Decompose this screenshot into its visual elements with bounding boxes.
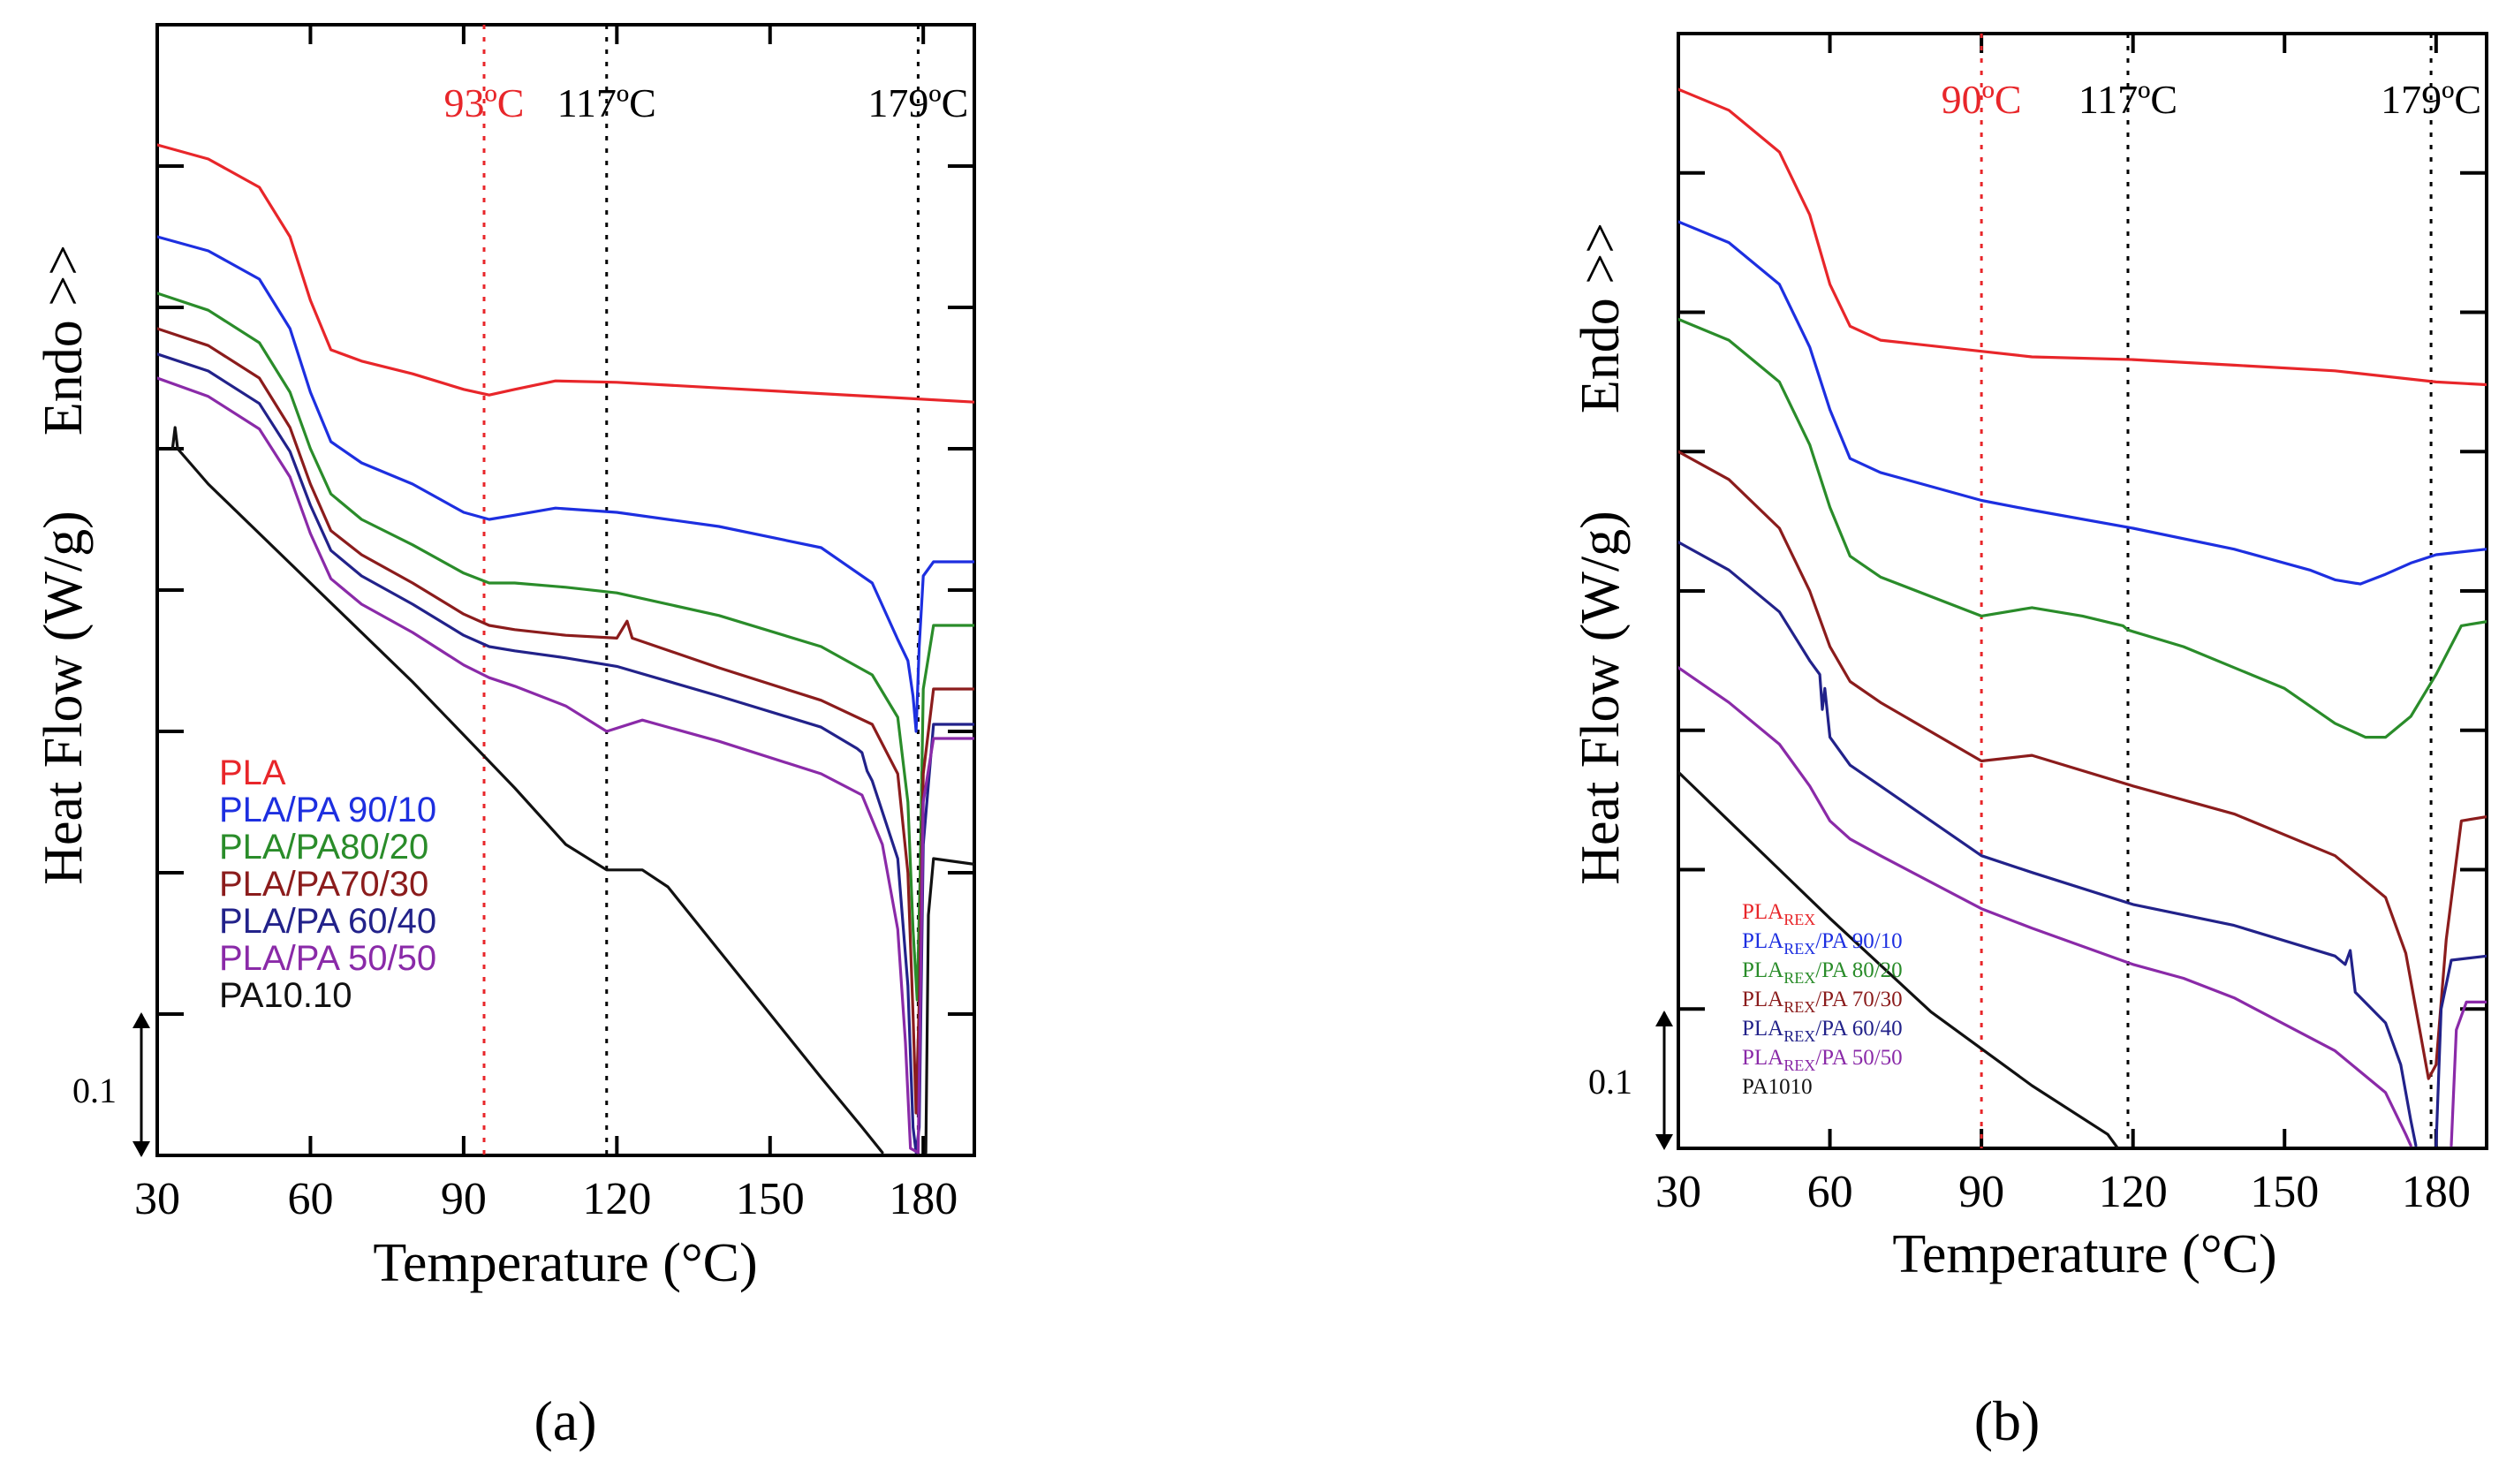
panel-a-endo-label: Endo >> (34, 245, 94, 435)
panel-b-y-axis-title: Heat Flow (W/g) (1571, 511, 1631, 885)
legend-entry: PLA (219, 753, 286, 792)
panel-a-label: (a) (534, 1389, 596, 1452)
scale-bar-arrow-up-icon (1655, 1011, 1673, 1026)
legend-entry: PLA/PA70/30 (219, 865, 428, 904)
panel-b-ticks: 30 60 90 120 150 180 (1655, 34, 2487, 1217)
x-tick-label: 60 (1807, 1167, 1853, 1217)
panel-b-reference-lines: 90ºC 117ºC 179ºC (1942, 34, 2481, 1148)
series-line (1678, 220, 2487, 586)
panel-b: 30 60 90 120 150 180 90ºC 117ºC 179ºC PLAREXPLA… (1571, 32, 2488, 1452)
reference-line-label: 179ºC (2381, 77, 2481, 122)
panel-a-x-axis-title: Temperature (°C) (373, 1233, 757, 1293)
series-line (1678, 87, 2487, 387)
x-tick-label: 30 (134, 1174, 180, 1224)
series-line (2434, 954, 2487, 1147)
panel-a-ticks: 30 60 90 120 150 180 (134, 25, 974, 1224)
series-line (1678, 666, 2412, 1147)
panel-b-scale-bar: 0.1 (1588, 1011, 1673, 1150)
series-line (157, 352, 974, 1155)
x-tick-label: 60 (287, 1174, 333, 1224)
panel-b-label: (b) (1974, 1389, 2041, 1452)
scale-bar-label: 0.1 (1588, 1062, 1632, 1102)
scale-bar-label: 0.1 (72, 1071, 117, 1110)
reference-line-label: 117ºC (557, 80, 656, 125)
series-line (157, 327, 974, 1115)
panel-a-scale-bar: 0.1 (72, 1012, 150, 1157)
x-tick-label: 120 (582, 1174, 651, 1224)
legend-entry: PLAREX/PA 70/30 (1742, 988, 1903, 1016)
x-tick-label: 180 (2402, 1167, 2471, 1217)
panel-a: 30 60 90 120 150 180 93ºC 117ºC 179ºC PLAPLA/PA… (34, 23, 976, 1452)
legend-entry: PLA/PA80/20 (219, 828, 428, 867)
series-line (1678, 541, 2418, 1147)
legend-entry: PLA/PA 50/50 (219, 939, 436, 978)
reference-line-label: 90ºC (1942, 77, 2022, 122)
scale-bar-arrow-up-icon (133, 1012, 150, 1028)
series-line (1678, 317, 2487, 739)
x-tick-label: 180 (889, 1174, 958, 1224)
series-line (2450, 1000, 2487, 1147)
x-tick-label: 150 (736, 1174, 805, 1224)
legend-entry: PA10.10 (219, 976, 352, 1015)
panel-a-reference-lines: 93ºC 117ºC 179ºC (444, 25, 968, 1155)
series-line (1678, 450, 2487, 1080)
series-line (157, 143, 974, 404)
series-line (157, 292, 974, 1002)
panel-b-endo-label: Endo >> (1571, 223, 1631, 413)
reference-line-label: 179ºC (867, 80, 968, 125)
x-tick-label: 90 (1958, 1167, 2004, 1217)
legend-entry: PLAREX (1742, 900, 1815, 928)
legend-entry: PLAREX/PA 90/10 (1742, 929, 1903, 958)
x-tick-label: 150 (2250, 1167, 2319, 1217)
legend-entry: PLA/PA 90/10 (219, 791, 436, 829)
legend-entry: PLAREX/PA 80/20 (1742, 958, 1903, 987)
reference-line-label: 117ºC (2079, 77, 2177, 122)
legend-entry: PA1010 (1742, 1075, 1813, 1099)
series-line (157, 376, 974, 1155)
scale-bar-arrow-down-icon (133, 1141, 150, 1157)
panel-b-x-axis-title: Temperature (°C) (1892, 1224, 2276, 1284)
x-tick-label: 90 (441, 1174, 487, 1224)
series-line (157, 235, 974, 733)
panel-a-series (157, 143, 974, 1155)
legend-entry: PLA/PA 60/40 (219, 902, 436, 941)
x-tick-label: 120 (2099, 1167, 2168, 1217)
panel-b-series (1678, 87, 2487, 1148)
series-line (170, 426, 884, 1155)
scale-bar-arrow-down-icon (1655, 1134, 1673, 1150)
legend-entry: PLAREX/PA 50/50 (1742, 1046, 1903, 1074)
panel-a-y-axis-title: Heat Flow (W/g) (34, 511, 94, 885)
x-tick-label: 30 (1655, 1167, 1701, 1217)
series-line (924, 857, 974, 1155)
reference-line-label: 93ºC (444, 80, 525, 125)
series-line (1678, 770, 2120, 1148)
legend-entry: PLAREX/PA 60/40 (1742, 1017, 1903, 1045)
